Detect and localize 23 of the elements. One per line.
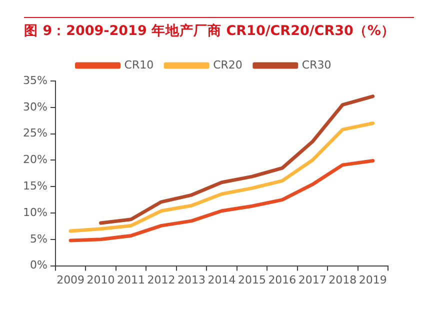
chart-title: 图 9：2009-2019 年地产厂商 CR10/CR20/CR30（%） [24,17,414,40]
y-tick-label: 15% [22,179,48,192]
x-tick-label: 2011 [117,273,146,286]
x-tick-label: 2013 [177,273,206,286]
y-tick-label: 30% [22,100,48,114]
x-tick-label: 2014 [208,273,236,286]
y-tick-label: 10% [22,206,48,219]
y-tick-label: 5% [30,232,48,246]
y-tick-label: 20% [22,153,48,166]
x-tick-label: 2019 [358,273,387,286]
x-tick-label: 2017 [298,273,326,286]
x-tick-label: 2018 [328,273,357,286]
legend-label: CR20 [213,58,242,72]
legend-label: CR30 [302,58,332,72]
x-tick-label: 2009 [56,273,85,286]
y-tick-label: 0% [30,258,48,272]
y-tick-label: 35% [22,74,48,87]
x-tick-label: 2010 [86,273,115,286]
x-tick-label: 2015 [238,273,266,286]
x-tick-label: 2012 [147,273,176,286]
y-tick-label: 25% [22,126,48,140]
legend-label: CR10 [124,58,154,72]
x-tick-label: 2016 [268,273,296,286]
